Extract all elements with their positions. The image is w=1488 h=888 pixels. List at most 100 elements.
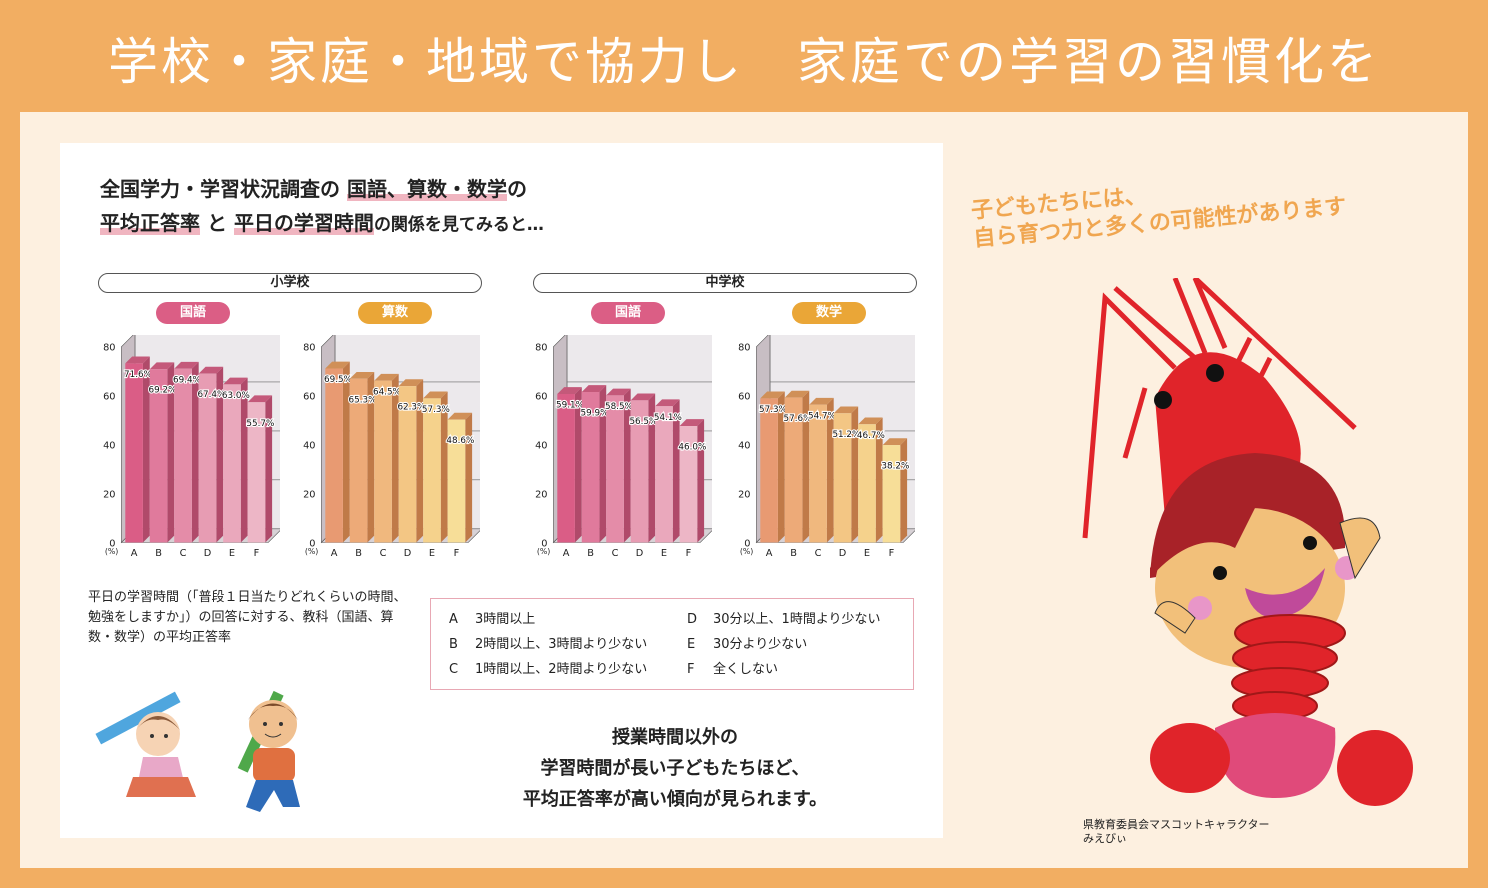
legend-item: D 30分以上、1時間より少ない <box>687 607 881 632</box>
svg-text:C: C <box>180 548 187 559</box>
svg-text:64.5%: 64.5% <box>373 387 401 397</box>
svg-text:C: C <box>815 548 822 559</box>
svg-text:71.6%: 71.6% <box>124 370 152 380</box>
svg-text:69.4%: 69.4% <box>173 375 201 385</box>
svg-text:57.6%: 57.6% <box>784 414 812 424</box>
svg-text:E: E <box>229 548 235 559</box>
survey-heading: 全国学力・学習状況調査の 国語、算数・数学の 平均正答率 と 平日の学習時間の関… <box>100 172 544 242</box>
svg-text:69.5%: 69.5% <box>324 375 352 385</box>
caption-line: みえびぃ <box>1083 832 1127 845</box>
chart-junior-japanese: 0 20 40 60 80 (%) 59.1% A 59.9% B 58.5% C 56.5% D 54.1… <box>535 335 712 559</box>
svg-text:E: E <box>429 548 435 559</box>
boy-icon <box>237 690 300 812</box>
svg-text:67.4%: 67.4% <box>197 390 225 400</box>
conclusion-line: 授業時間以外の <box>612 727 738 748</box>
svg-text:20: 20 <box>303 489 315 500</box>
svg-text:0: 0 <box>744 538 750 549</box>
junior-high-school-label: 中学校 <box>533 273 917 293</box>
svg-text:46.0%: 46.0% <box>678 443 706 453</box>
svg-text:D: D <box>839 548 847 559</box>
heading-text: の関係を見てみると… <box>373 215 544 235</box>
chart-note: 平日の学習時間（「普段１日当たりどれくらいの時間、勉強をしますか」）の回答に対す… <box>88 590 407 645</box>
chart-junior-math: 0 20 40 60 80 (%) 57.3% A 57.6% B 54.7% C 51.2% D 46.7… <box>738 335 915 559</box>
svg-text:B: B <box>355 548 362 559</box>
legend-label: 3時間以上 <box>475 612 536 627</box>
legend-label: 全くしない <box>713 662 779 677</box>
svg-text:63.0%: 63.0% <box>222 391 250 401</box>
legend-item: B 2時間以上、3時間より少ない <box>449 632 647 657</box>
svg-text:62.3%: 62.3% <box>397 403 425 413</box>
svg-text:F: F <box>686 548 692 559</box>
svg-text:B: B <box>790 548 797 559</box>
svg-text:80: 80 <box>303 343 315 354</box>
svg-text:65.3%: 65.3% <box>349 395 377 405</box>
svg-text:(%): (%) <box>105 547 119 556</box>
svg-text:F: F <box>889 548 895 559</box>
legend-item: E 30分より少ない <box>687 632 881 657</box>
legend-label: 30分より少ない <box>713 637 808 652</box>
svg-text:E: E <box>661 548 667 559</box>
heading-highlight-accuracy: 平均正答率 <box>100 211 200 235</box>
svg-text:E: E <box>864 548 870 559</box>
svg-text:40: 40 <box>738 441 750 452</box>
subject-pill-j-japanese: 国語 <box>591 302 665 324</box>
legend-label: 2時間以上、3時間より少ない <box>475 637 648 652</box>
svg-text:48.6%: 48.6% <box>446 436 474 446</box>
svg-text:D: D <box>404 548 412 559</box>
svg-text:20: 20 <box>535 489 547 500</box>
elementary-school-label: 小学校 <box>98 273 482 293</box>
svg-text:0: 0 <box>541 538 547 549</box>
svg-text:38.2%: 38.2% <box>881 462 909 472</box>
svg-text:20: 20 <box>738 489 750 500</box>
subject-pill-e-math: 算数 <box>358 302 432 324</box>
svg-text:54.7%: 54.7% <box>808 411 836 421</box>
svg-text:B: B <box>155 548 162 559</box>
svg-text:C: C <box>612 548 619 559</box>
svg-text:40: 40 <box>303 441 315 452</box>
svg-text:56.5%: 56.5% <box>629 417 657 427</box>
heading-text: と <box>206 211 227 235</box>
subject-pill-e-japanese: 国語 <box>156 302 230 324</box>
svg-text:0: 0 <box>309 538 315 549</box>
children-with-pencils-illustration <box>95 690 300 812</box>
svg-text:A: A <box>131 548 138 559</box>
heading-highlight-study-time: 平日の学習時間 <box>233 211 374 235</box>
mascot-caption: 県教育委員会マスコットキャラクター みえびぃ <box>1083 818 1270 846</box>
svg-text:(%): (%) <box>537 547 551 556</box>
conclusion-text: 授業時間以外の 学習時間が長い子どもたちほど、 平均正答率が高い傾向が見られます… <box>460 722 890 815</box>
svg-text:58.5%: 58.5% <box>605 402 633 412</box>
chart-elementary-japanese: 0 20 40 60 80 (%) 71.6% A 69.2% B 69.4% C 67.4% D 63.0… <box>103 335 280 559</box>
svg-text:55.7%: 55.7% <box>246 419 274 429</box>
svg-text:(%): (%) <box>305 547 319 556</box>
svg-text:40: 40 <box>103 441 115 452</box>
page-title: 学校・家庭・地域で協力し 家庭での学習の習慣化を <box>108 33 1380 91</box>
legend-key: A <box>449 612 458 627</box>
mascot-miebii-lobster-icon <box>1082 278 1413 806</box>
svg-text:20: 20 <box>103 489 115 500</box>
study-time-legend: A 3時間以上 B 2時間以上、3時間より少ない C 1時間以上、2時間より少ない D… <box>430 598 914 690</box>
svg-text:A: A <box>766 548 773 559</box>
svg-text:57.3%: 57.3% <box>422 405 450 415</box>
svg-text:0: 0 <box>109 538 115 549</box>
legend-key: E <box>687 637 696 652</box>
legend-item: F 全くしない <box>687 657 881 682</box>
svg-text:C: C <box>380 548 387 559</box>
svg-text:46.7%: 46.7% <box>857 431 885 441</box>
svg-text:(%): (%) <box>740 547 754 556</box>
legend-label: 30分以上、1時間より少ない <box>713 612 881 627</box>
legend-label: 1時間以上、2時間より少ない <box>475 662 648 677</box>
svg-text:51.2%: 51.2% <box>832 430 860 440</box>
svg-text:A: A <box>331 548 338 559</box>
svg-text:69.2%: 69.2% <box>149 386 177 396</box>
conclusion-line: 平均正答率が高い傾向が見られます。 <box>522 789 828 810</box>
svg-text:D: D <box>636 548 644 559</box>
svg-text:80: 80 <box>535 343 547 354</box>
legend-key: F <box>687 662 695 677</box>
svg-text:59.1%: 59.1% <box>556 401 584 411</box>
legend-item: C 1時間以上、2時間より少ない <box>449 657 647 682</box>
heading-text: の <box>506 177 527 201</box>
heading-highlight-subjects: 国語、算数・数学 <box>346 177 507 201</box>
svg-text:60: 60 <box>303 392 315 403</box>
svg-text:57.3%: 57.3% <box>759 405 787 415</box>
svg-text:B: B <box>587 548 594 559</box>
